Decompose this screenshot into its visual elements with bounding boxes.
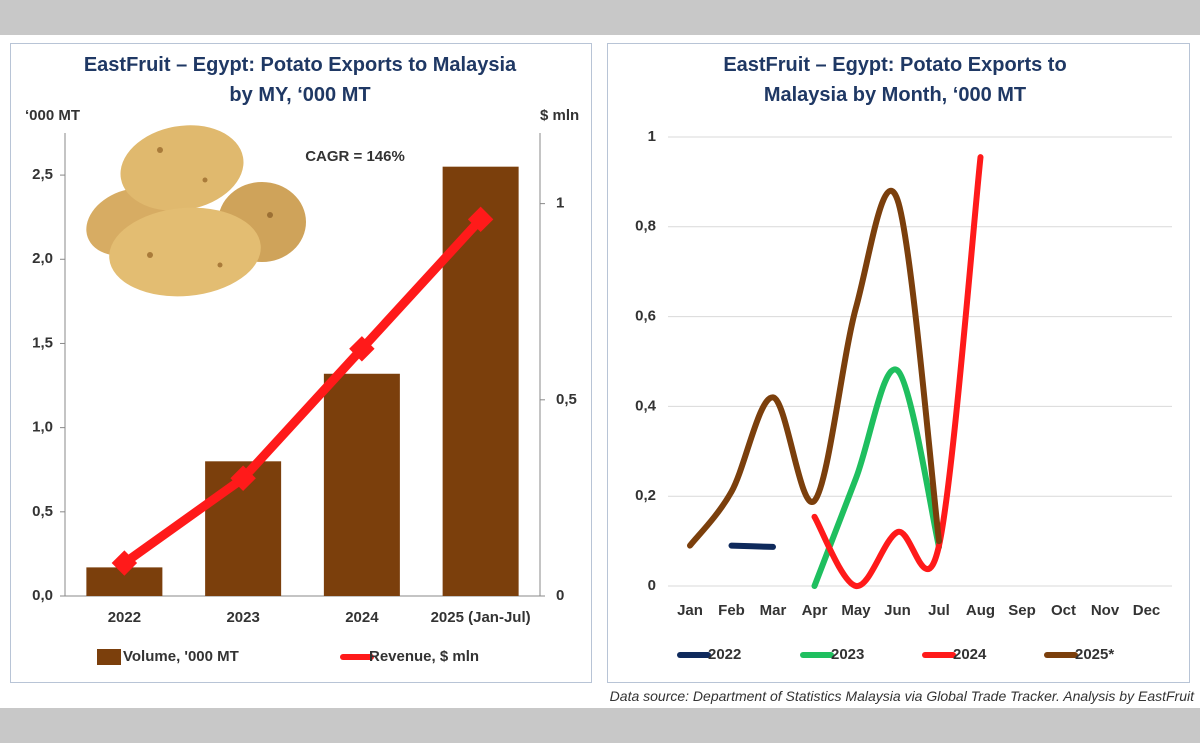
x-tick-label: Oct [1051,602,1076,619]
y-tick-label: 0,2 [635,487,656,504]
y-tick-label: 0 [648,577,656,594]
y-tick-label: 0,0 [32,587,53,604]
x-tick-label: 2023 [226,609,259,626]
y2-tick-label: 0,5 [556,391,577,408]
x-tick-label: Mar [760,602,787,619]
line [728,542,776,550]
y-tick-label: 1,5 [32,334,53,351]
x-tick-label: Dec [1133,602,1161,619]
x-tick-label: Sep [1008,602,1036,619]
legend-label: 2024 [953,646,987,663]
annotation: CAGR = 146% [305,148,405,165]
x-tick-label: Apr [802,602,828,619]
y2-tick-label: 1 [556,195,564,212]
bar [442,166,519,596]
y-tick-label: 2,0 [32,250,53,267]
bar [323,373,400,596]
potato-illustration [86,125,306,297]
legend-label: 2025* [1075,646,1114,663]
legend-label: 2022 [708,646,741,663]
x-tick-label: May [841,602,871,619]
x-tick-label: 2022 [108,609,141,626]
marker [467,206,494,233]
y-tick-label: 1 [648,128,656,145]
x-tick-label: Nov [1091,602,1120,619]
x-tick-label: 2025 (Jan-Jul) [431,609,531,626]
legend-swatch [97,649,121,665]
chart-title: EastFruit – Egypt: Potato Exports to Mal… [723,54,1067,106]
marker [349,336,375,362]
y-tick-label: 2,5 [32,166,53,183]
y-axis-label: ‘000 MT [25,107,80,124]
line [811,366,942,589]
x-tick-label: Jan [677,602,703,619]
bottom-band [0,708,1200,743]
line [687,187,942,549]
y-tick-label: 0,5 [32,503,53,520]
legend-label: 2023 [831,646,864,663]
chart-title: EastFruit – Egypt: Potato Exports to Mal… [83,54,517,106]
line [811,154,984,589]
x-tick-label: Aug [966,602,995,619]
y2-axis-label: $ mln [540,107,579,124]
y-tick-label: 0,8 [635,218,656,235]
x-tick-label: Feb [718,602,745,619]
x-tick-label: 2024 [345,609,379,626]
y2-tick-label: 0 [556,587,564,604]
marker [111,550,138,576]
left-panel [10,43,592,683]
x-tick-label: Jul [928,602,950,619]
x-tick-label: Jun [884,602,911,619]
line [119,214,486,568]
legend-label: Revenue, $ mln [369,648,479,665]
y-tick-label: 0,4 [635,397,657,414]
top-band [0,0,1200,35]
y-tick-label: 0,6 [635,308,656,325]
right-panel [607,43,1190,683]
marker [230,465,256,492]
legend-label: Volume, '000 MT [123,648,239,665]
source-note: Data source: Department of Statistics Ma… [609,688,1194,704]
y-tick-label: 1,0 [32,419,53,436]
